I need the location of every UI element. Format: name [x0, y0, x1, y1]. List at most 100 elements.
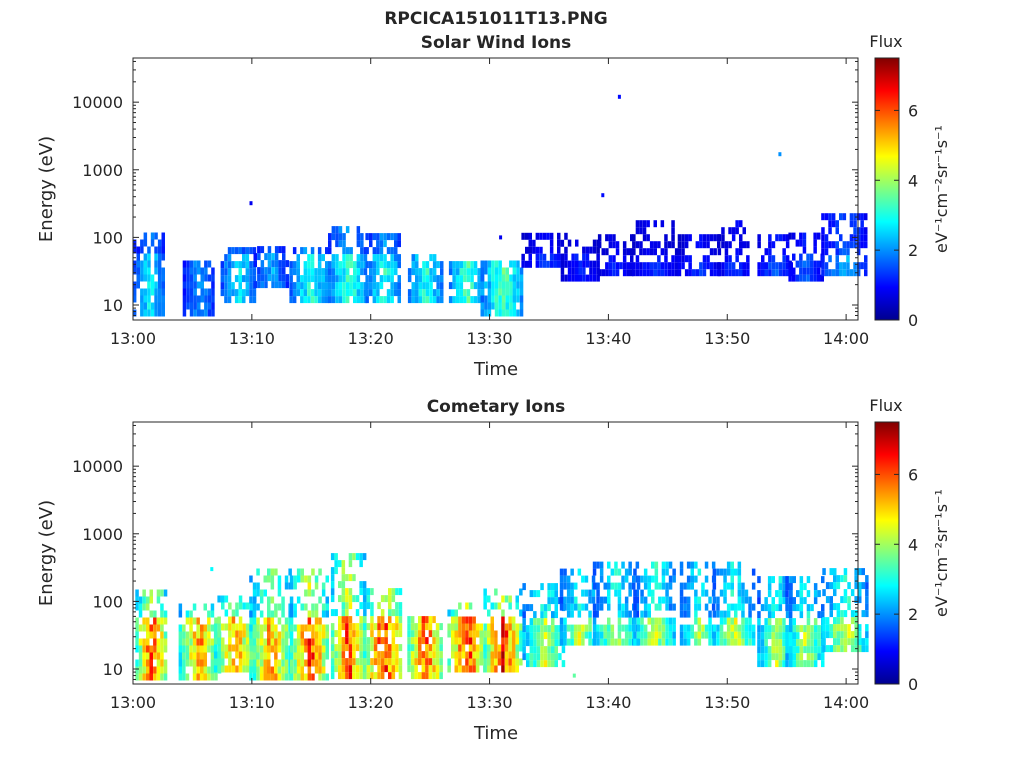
- heatmap-cell: [435, 630, 440, 638]
- heatmap-cell: [463, 289, 467, 297]
- heatmap-cell: [356, 289, 361, 297]
- heatmap-cell: [646, 269, 650, 277]
- heatmap-cell: [395, 602, 399, 610]
- heatmap-cell: [607, 589, 611, 597]
- heatmap-cell: [321, 282, 325, 290]
- heatmap-cell: [147, 246, 151, 254]
- heatmap-cell: [840, 645, 844, 653]
- heatmap-cell: [860, 234, 864, 242]
- heatmap-cell: [277, 589, 282, 597]
- heatmap-cell: [264, 253, 268, 261]
- heatmap-cell: [610, 638, 615, 646]
- heatmap-cell: [536, 639, 541, 647]
- colorbar: [874, 421, 900, 685]
- heatmap-cell: [484, 267, 488, 275]
- heatmap-cell: [699, 241, 703, 249]
- heatmap-cell: [217, 637, 221, 645]
- heatmap-cell: [373, 644, 378, 652]
- heatmap-cell: [365, 289, 369, 297]
- heatmap-cell: [355, 553, 360, 561]
- heatmap-cell: [277, 659, 282, 667]
- heatmap-cell: [143, 309, 148, 317]
- heatmap-cell: [465, 651, 469, 659]
- heatmap-cell: [267, 260, 272, 268]
- heatmap-cell: [735, 248, 739, 256]
- heatmap-cell: [410, 658, 415, 666]
- heatmap-cell: [185, 638, 190, 646]
- heatmap-cell: [686, 631, 691, 639]
- heatmap-cell: [432, 658, 436, 666]
- heatmap-cell: [813, 590, 818, 598]
- heatmap-cell: [249, 631, 253, 639]
- heatmap-cell: [799, 611, 804, 619]
- heatmap-cell: [235, 602, 239, 610]
- heatmap-cell: [300, 673, 304, 681]
- heatmap-cell: [156, 596, 161, 604]
- heatmap-cell: [739, 220, 743, 228]
- heatmap-cell: [640, 638, 644, 646]
- heatmap-cell: [519, 609, 523, 617]
- heatmap-cell: [304, 603, 308, 611]
- heatmap-cell: [161, 274, 165, 282]
- heatmap-cell: [508, 651, 512, 659]
- heatmap-cell: [864, 255, 868, 263]
- heatmap-cell: [854, 575, 858, 583]
- heatmap-cell: [570, 624, 574, 632]
- heatmap-cell: [686, 575, 691, 583]
- heatmap-cell: [757, 234, 761, 242]
- heatmap-cell: [383, 240, 387, 248]
- heatmap-cell: [778, 646, 783, 654]
- heatmap-cell: [143, 253, 148, 261]
- heatmap-cell: [149, 659, 153, 667]
- heatmap-cell: [785, 234, 790, 242]
- heatmap-cell: [196, 673, 200, 681]
- heatmap-cell: [428, 630, 433, 638]
- heatmap-cell: [348, 553, 353, 561]
- heatmap-cell: [494, 274, 499, 282]
- heatmap-cell: [487, 630, 491, 638]
- heatmap-cell: [221, 623, 225, 631]
- heatmap-cell: [377, 651, 381, 659]
- heatmap-cell: [345, 609, 349, 617]
- heatmap-cell: [846, 262, 850, 270]
- heatmap-cell: [546, 260, 550, 268]
- heatmap-cell: [365, 261, 369, 269]
- heatmap-cell: [494, 665, 498, 673]
- heatmap-cell: [526, 653, 530, 661]
- heatmap-cell: [178, 659, 183, 667]
- heatmap-cell: [865, 638, 869, 646]
- heatmap-cell: [730, 631, 734, 639]
- heatmap-cell: [668, 617, 673, 625]
- heatmap-cell: [835, 262, 839, 270]
- heatmap-cell: [799, 583, 804, 591]
- heatmap-cell: [150, 232, 155, 240]
- heatmap-cell: [858, 631, 862, 639]
- heatmap-cell: [200, 638, 204, 646]
- heatmap-cell: [245, 602, 250, 610]
- heatmap-cell: [200, 645, 204, 653]
- heatmap-cell: [398, 616, 403, 624]
- heatmap-cell: [418, 651, 422, 659]
- heatmap-cell: [592, 638, 597, 646]
- heatmap-cell: [522, 653, 526, 661]
- heatmap-cell: [628, 589, 632, 597]
- heatmap-cell: [617, 596, 622, 604]
- heatmap-cell: [182, 309, 187, 317]
- heatmap-cell: [228, 651, 232, 659]
- heatmap-cell: [716, 610, 720, 618]
- heatmap-cell: [757, 639, 761, 647]
- heatmap-cell: [799, 232, 803, 240]
- heatmap-cell: [624, 624, 629, 632]
- heatmap-cell: [342, 268, 346, 276]
- heatmap-cell: [748, 596, 752, 604]
- heatmap-cell: [744, 624, 749, 632]
- heatmap-cell: [853, 241, 857, 249]
- heatmap-cell: [376, 261, 380, 269]
- heatmap-cell: [649, 241, 654, 249]
- heatmap-cell: [465, 616, 469, 624]
- heatmap-cell: [501, 623, 505, 631]
- heatmap-cell: [425, 268, 430, 276]
- heatmap-cell: [196, 617, 200, 625]
- heatmap-cell: [156, 673, 161, 681]
- heatmap-cell: [157, 288, 162, 296]
